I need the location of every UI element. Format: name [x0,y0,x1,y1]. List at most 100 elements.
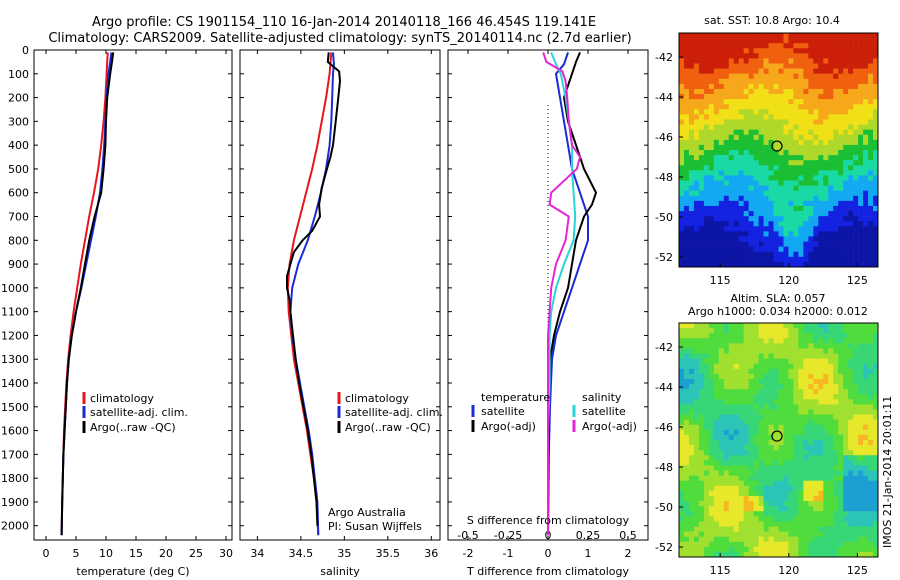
heatmap-cell [848,134,854,141]
heatmap-cell [873,480,879,487]
heatmap-cell [688,155,695,161]
heatmap-cell [858,409,864,415]
heatmap-cell [803,358,809,364]
heatmap-cell [793,190,799,197]
heatmap-cell [778,506,784,512]
heatmap-cell [753,343,759,349]
heatmap-cell [713,338,720,344]
heatmap-cell [703,155,710,161]
heatmap-cell [783,43,789,49]
heatmap-cell [688,246,695,253]
heatmap-cell [828,541,834,548]
heatmap-cell [833,53,839,59]
heatmap-cell [773,139,779,146]
heatmap-cell [768,541,774,548]
heatmap-cell [763,536,769,543]
heatmap-cell [708,165,715,171]
heatmap-cell [848,38,854,44]
heatmap-cell [853,205,859,212]
heatmap-cell [813,33,819,39]
heatmap-cell [748,384,754,390]
heatmap-cell [823,338,829,344]
heatmap-cell [698,373,705,380]
heatmap-cell [843,343,849,349]
heatmap-cell [683,328,690,334]
heatmap-cell [703,378,710,385]
heatmap-cell [843,338,849,344]
heatmap-cell [688,460,695,466]
heatmap-cell [823,363,829,370]
heatmap-cell [823,261,829,268]
heatmap-cell [713,43,720,49]
heatmap-cell [813,490,819,497]
heatmap-cell [868,429,874,436]
heatmap-cell [743,516,749,522]
heatmap-cell [693,73,700,80]
heatmap-cell [688,394,695,400]
heatmap-cell [793,195,799,202]
heatmap-cell [698,200,705,207]
heatmap-cell [873,516,879,522]
heatmap-cell [758,241,764,247]
heatmap-cell [788,170,794,176]
heatmap-cell [843,63,849,69]
lat-tick-label: -46 [655,131,673,144]
heatmap-cell [843,404,849,410]
heatmap-cell [728,470,735,476]
heatmap-cell [873,343,879,349]
heatmap-cell [679,211,685,217]
heatmap-cell [778,109,784,115]
heatmap-cell [848,526,854,532]
heatmap-cell [768,419,774,426]
heatmap-cell [868,353,874,359]
heatmap-cell [818,363,824,370]
heatmap-cell [718,114,725,120]
heatmap-cell [868,256,874,263]
heatmap-cell [858,134,864,141]
heatmap-cell [693,394,700,400]
heatmap-cell [848,429,854,436]
heatmap-cell [758,83,764,90]
heatmap-cell [783,429,789,436]
heatmap-cell [693,88,700,95]
heatmap-cell [748,363,754,370]
heatmap-cell [828,195,834,202]
heatmap-cell [813,216,819,222]
heatmap-cell [838,256,844,263]
heatmap-cell [688,419,695,426]
heatmap-cell [753,358,759,364]
heatmap-cell [679,475,685,481]
heatmap-cell [728,384,735,390]
heatmap-cell [733,94,739,100]
heatmap-cell [823,511,829,517]
heatmap-cell [793,521,799,527]
heatmap-cell [753,33,759,39]
heatmap-cell [763,521,769,527]
heatmap-cell [843,424,849,431]
heatmap-cell [818,460,824,466]
heatmap-cell [818,38,824,44]
heatmap-cell [833,429,839,436]
heatmap-cell [683,531,690,537]
heatmap-cell [783,134,789,141]
heatmap-cell [868,460,874,466]
heatmap-cell [863,323,869,329]
heatmap-cell [683,373,690,380]
heatmap-cell [693,150,700,156]
heatmap-cell [863,495,869,502]
heatmap-cell [698,541,705,548]
heatmap-cell [723,200,730,207]
heatmap-cell [788,88,794,95]
heatmap-cell [803,155,809,161]
heatmap-cell [693,205,700,212]
heatmap-cell [788,465,794,471]
heatmap-cell [758,450,764,456]
heatmap-cell [843,551,849,558]
heatmap-cell [773,180,779,186]
heatmap-cell [703,404,710,410]
heatmap-cell [723,511,730,517]
heatmap-cell [833,373,839,380]
heatmap-cell [703,139,710,146]
heatmap-cell [873,460,879,466]
heatmap-cell [698,399,705,405]
